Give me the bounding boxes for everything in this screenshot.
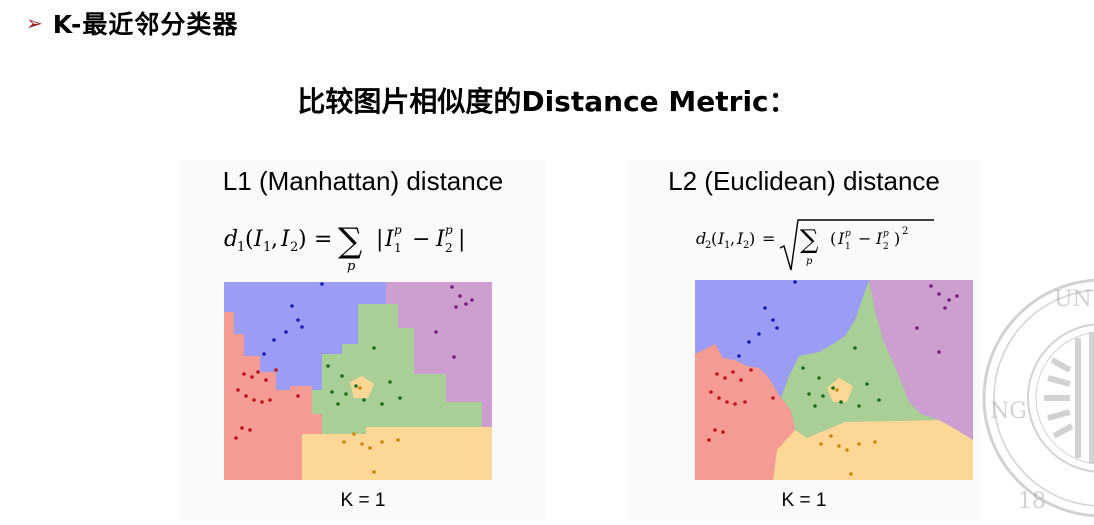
blue-points (262, 282, 324, 356)
svg-text:(: ( (245, 227, 254, 252)
region-red (224, 312, 322, 480)
region-purple (869, 280, 973, 440)
svg-text:|: | (376, 227, 383, 252)
svg-text:I: I (435, 227, 446, 252)
watermark-digits: 18 (1018, 489, 1046, 514)
svg-text:1: 1 (845, 242, 851, 252)
region-red (695, 344, 795, 480)
svg-text:−: − (412, 227, 430, 252)
svg-text:): ) (749, 229, 755, 248)
svg-text:I: I (384, 227, 395, 252)
svg-text:(: ( (711, 229, 717, 248)
svg-text:(: ( (830, 229, 836, 248)
svg-text:p: p (347, 259, 356, 274)
section-title: K-最近邻分类器 (52, 10, 239, 39)
svg-text:2: 2 (445, 241, 453, 255)
svg-text:2: 2 (290, 240, 298, 255)
l1-panel-title: L1 (Manhattan) distance (222, 166, 504, 196)
l1-formula: d 1 ( I 1 , I 2 ) = ∑ p | I p 1 − I p 2 … (224, 221, 465, 274)
watermark-side: NG (990, 399, 1027, 424)
svg-text:−: − (858, 229, 871, 248)
bullet-arrow-icon: ➢ (26, 11, 43, 35)
section-header: ➢ K-最近邻分类器 (26, 6, 238, 40)
svg-text:p: p (845, 229, 851, 239)
region-orange-inner (350, 376, 374, 398)
region-green (781, 280, 939, 438)
svg-text:): ) (894, 229, 900, 248)
svg-text:,: , (730, 229, 735, 248)
svg-text:I: I (875, 229, 883, 248)
l2-distance-panel: L2 (Euclidean) distance d 2 ( I 1 , I 2 … (628, 160, 980, 520)
orange-points (819, 388, 877, 476)
l2-decision-map (695, 280, 973, 480)
slide-title: 比较图片相似度的Distance Metric： (297, 85, 797, 118)
svg-text:p: p (394, 223, 402, 237)
region-green (312, 304, 482, 434)
svg-text:p: p (806, 256, 813, 267)
green-points (801, 346, 881, 408)
svg-text:2: 2 (883, 242, 889, 252)
orange-points (342, 386, 400, 474)
svg-text:=: = (762, 229, 775, 248)
svg-text:2: 2 (902, 226, 908, 237)
svg-text:=: = (314, 227, 332, 252)
region-orange (302, 427, 492, 480)
svg-text:d: d (696, 229, 706, 248)
svg-text:d: d (224, 227, 238, 252)
svg-text:): ) (298, 227, 307, 252)
l1-k-label: K = 1 (340, 490, 386, 511)
svg-text:p: p (445, 223, 453, 237)
purple-points (434, 285, 474, 359)
svg-text:I: I (736, 229, 744, 248)
svg-text:2: 2 (743, 240, 749, 251)
svg-text:I: I (280, 227, 291, 252)
blue-points (737, 280, 797, 358)
svg-text:2: 2 (705, 240, 711, 251)
l2-panel-title: L2 (Euclidean) distance (668, 166, 940, 196)
svg-text:∑: ∑ (338, 221, 362, 261)
watermark-letters: UN (1054, 287, 1092, 312)
svg-text:1: 1 (263, 240, 271, 255)
region-orange (773, 420, 973, 480)
red-points (707, 368, 775, 442)
purple-points (915, 284, 959, 354)
svg-text:I: I (253, 227, 264, 252)
svg-text:p: p (883, 229, 889, 239)
svg-text:I: I (837, 229, 845, 248)
svg-text:1: 1 (394, 241, 402, 255)
region-orange-inner (827, 378, 853, 402)
svg-text:|: | (458, 227, 465, 252)
svg-text:1: 1 (237, 240, 245, 255)
l1-decision-map (224, 282, 492, 480)
svg-text:∑: ∑ (800, 225, 819, 255)
svg-text:I: I (717, 229, 725, 248)
svg-text:,: , (271, 227, 278, 252)
red-points (234, 368, 300, 440)
l2-k-label: K = 1 (781, 490, 827, 511)
university-seal-watermark: UN 18 NG (982, 278, 1094, 518)
green-points (326, 346, 402, 406)
region-purple (386, 282, 492, 427)
svg-text:1: 1 (724, 240, 730, 251)
l1-distance-panel: L1 (Manhattan) distance d 1 ( I 1 , I 2 … (180, 160, 546, 520)
l2-formula: d 2 ( I 1 , I 2 ) = ∑ p ( I p 1 − I p 2 … (696, 219, 934, 271)
